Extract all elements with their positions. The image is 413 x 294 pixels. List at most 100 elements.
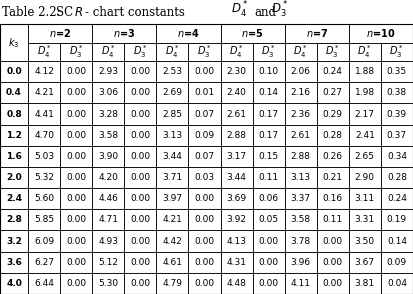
- Bar: [188, 167, 221, 188]
- Text: 0.17: 0.17: [259, 131, 279, 140]
- Text: 4.31: 4.31: [227, 258, 247, 267]
- Text: 3.92: 3.92: [227, 216, 247, 224]
- Bar: [221, 43, 253, 61]
- Text: 0.00: 0.00: [195, 194, 214, 203]
- Text: 2.65: 2.65: [355, 152, 375, 161]
- Text: 4.11: 4.11: [291, 279, 311, 288]
- Bar: [221, 103, 253, 125]
- Bar: [317, 61, 349, 82]
- Bar: [188, 188, 221, 209]
- Bar: [349, 43, 381, 61]
- Bar: [285, 167, 317, 188]
- Bar: [221, 167, 253, 188]
- Text: 0.00: 0.00: [130, 152, 150, 161]
- Bar: [0, 61, 28, 82]
- Text: 2.16: 2.16: [291, 88, 311, 97]
- Text: and: and: [254, 6, 276, 19]
- Bar: [317, 146, 349, 167]
- Bar: [0, 273, 28, 294]
- Text: 0.00: 0.00: [130, 216, 150, 224]
- Bar: [317, 188, 349, 209]
- Text: 0.37: 0.37: [387, 131, 407, 140]
- Bar: [285, 146, 317, 167]
- Text: 2.8: 2.8: [6, 216, 22, 224]
- Text: $n$=4: $n$=4: [177, 27, 200, 39]
- Text: 0.16: 0.16: [323, 194, 343, 203]
- Text: 0.24: 0.24: [387, 194, 407, 203]
- Text: $D_3^*$: $D_3^*$: [133, 44, 148, 60]
- Bar: [0, 82, 28, 103]
- Text: 3.81: 3.81: [355, 279, 375, 288]
- Text: 0.00: 0.00: [66, 173, 86, 182]
- Bar: [381, 61, 413, 82]
- Text: 0.14: 0.14: [387, 237, 407, 245]
- Bar: [188, 146, 221, 167]
- Text: $n$=2: $n$=2: [49, 27, 71, 39]
- Bar: [0, 167, 28, 188]
- Bar: [157, 167, 188, 188]
- Bar: [285, 103, 317, 125]
- Bar: [28, 230, 60, 252]
- Bar: [157, 61, 188, 82]
- Bar: [381, 273, 413, 294]
- Text: 0.27: 0.27: [323, 88, 343, 97]
- Bar: [253, 146, 285, 167]
- Text: $D_3^*$: $D_3^*$: [261, 44, 276, 60]
- Text: 0.00: 0.00: [259, 258, 279, 267]
- Text: 0.01: 0.01: [195, 88, 214, 97]
- Bar: [221, 125, 253, 146]
- Bar: [349, 146, 381, 167]
- Text: 3.78: 3.78: [291, 237, 311, 245]
- Bar: [285, 230, 317, 252]
- Bar: [60, 82, 92, 103]
- Text: 0.00: 0.00: [66, 216, 86, 224]
- Text: 3.17: 3.17: [226, 152, 247, 161]
- Bar: [157, 230, 188, 252]
- Bar: [349, 209, 381, 230]
- Bar: [0, 103, 28, 125]
- Text: 0.21: 0.21: [323, 173, 343, 182]
- Text: $D_4^*$: $D_4^*$: [37, 44, 52, 60]
- Text: $D_3^*$: $D_3^*$: [325, 44, 340, 60]
- Bar: [28, 43, 60, 61]
- Bar: [60, 188, 92, 209]
- Bar: [124, 209, 157, 230]
- Bar: [317, 82, 349, 103]
- Text: 0.00: 0.00: [66, 194, 86, 203]
- Text: 0.00: 0.00: [195, 258, 214, 267]
- Text: Table 2.2:: Table 2.2:: [2, 6, 61, 19]
- Text: 3.13: 3.13: [291, 173, 311, 182]
- Text: 0.00: 0.00: [130, 110, 150, 118]
- Bar: [60, 125, 92, 146]
- Text: 2.0: 2.0: [6, 173, 22, 182]
- Bar: [124, 230, 157, 252]
- Bar: [349, 230, 381, 252]
- Bar: [221, 188, 253, 209]
- Text: 2.61: 2.61: [227, 110, 247, 118]
- Text: 4.46: 4.46: [98, 194, 118, 203]
- Text: 3.71: 3.71: [162, 173, 183, 182]
- Bar: [285, 273, 317, 294]
- Text: 5.12: 5.12: [98, 258, 118, 267]
- Text: 4.41: 4.41: [34, 110, 54, 118]
- Bar: [124, 252, 157, 273]
- Text: 2.53: 2.53: [162, 67, 183, 76]
- Bar: [60, 167, 92, 188]
- Text: 3.28: 3.28: [98, 110, 118, 118]
- Text: 0.19: 0.19: [387, 216, 407, 224]
- Text: 0.00: 0.00: [130, 173, 150, 182]
- Text: 5.32: 5.32: [34, 173, 54, 182]
- Text: 3.2: 3.2: [6, 237, 22, 245]
- Bar: [92, 230, 124, 252]
- Text: 0.00: 0.00: [130, 131, 150, 140]
- Bar: [381, 230, 413, 252]
- Bar: [317, 252, 349, 273]
- Bar: [221, 24, 285, 43]
- Bar: [92, 273, 124, 294]
- Text: 4.42: 4.42: [163, 237, 182, 245]
- Bar: [28, 61, 60, 82]
- Text: 3.69: 3.69: [226, 194, 247, 203]
- Text: 0.00: 0.00: [66, 131, 86, 140]
- Text: 2.61: 2.61: [291, 131, 311, 140]
- Text: 3.44: 3.44: [227, 173, 247, 182]
